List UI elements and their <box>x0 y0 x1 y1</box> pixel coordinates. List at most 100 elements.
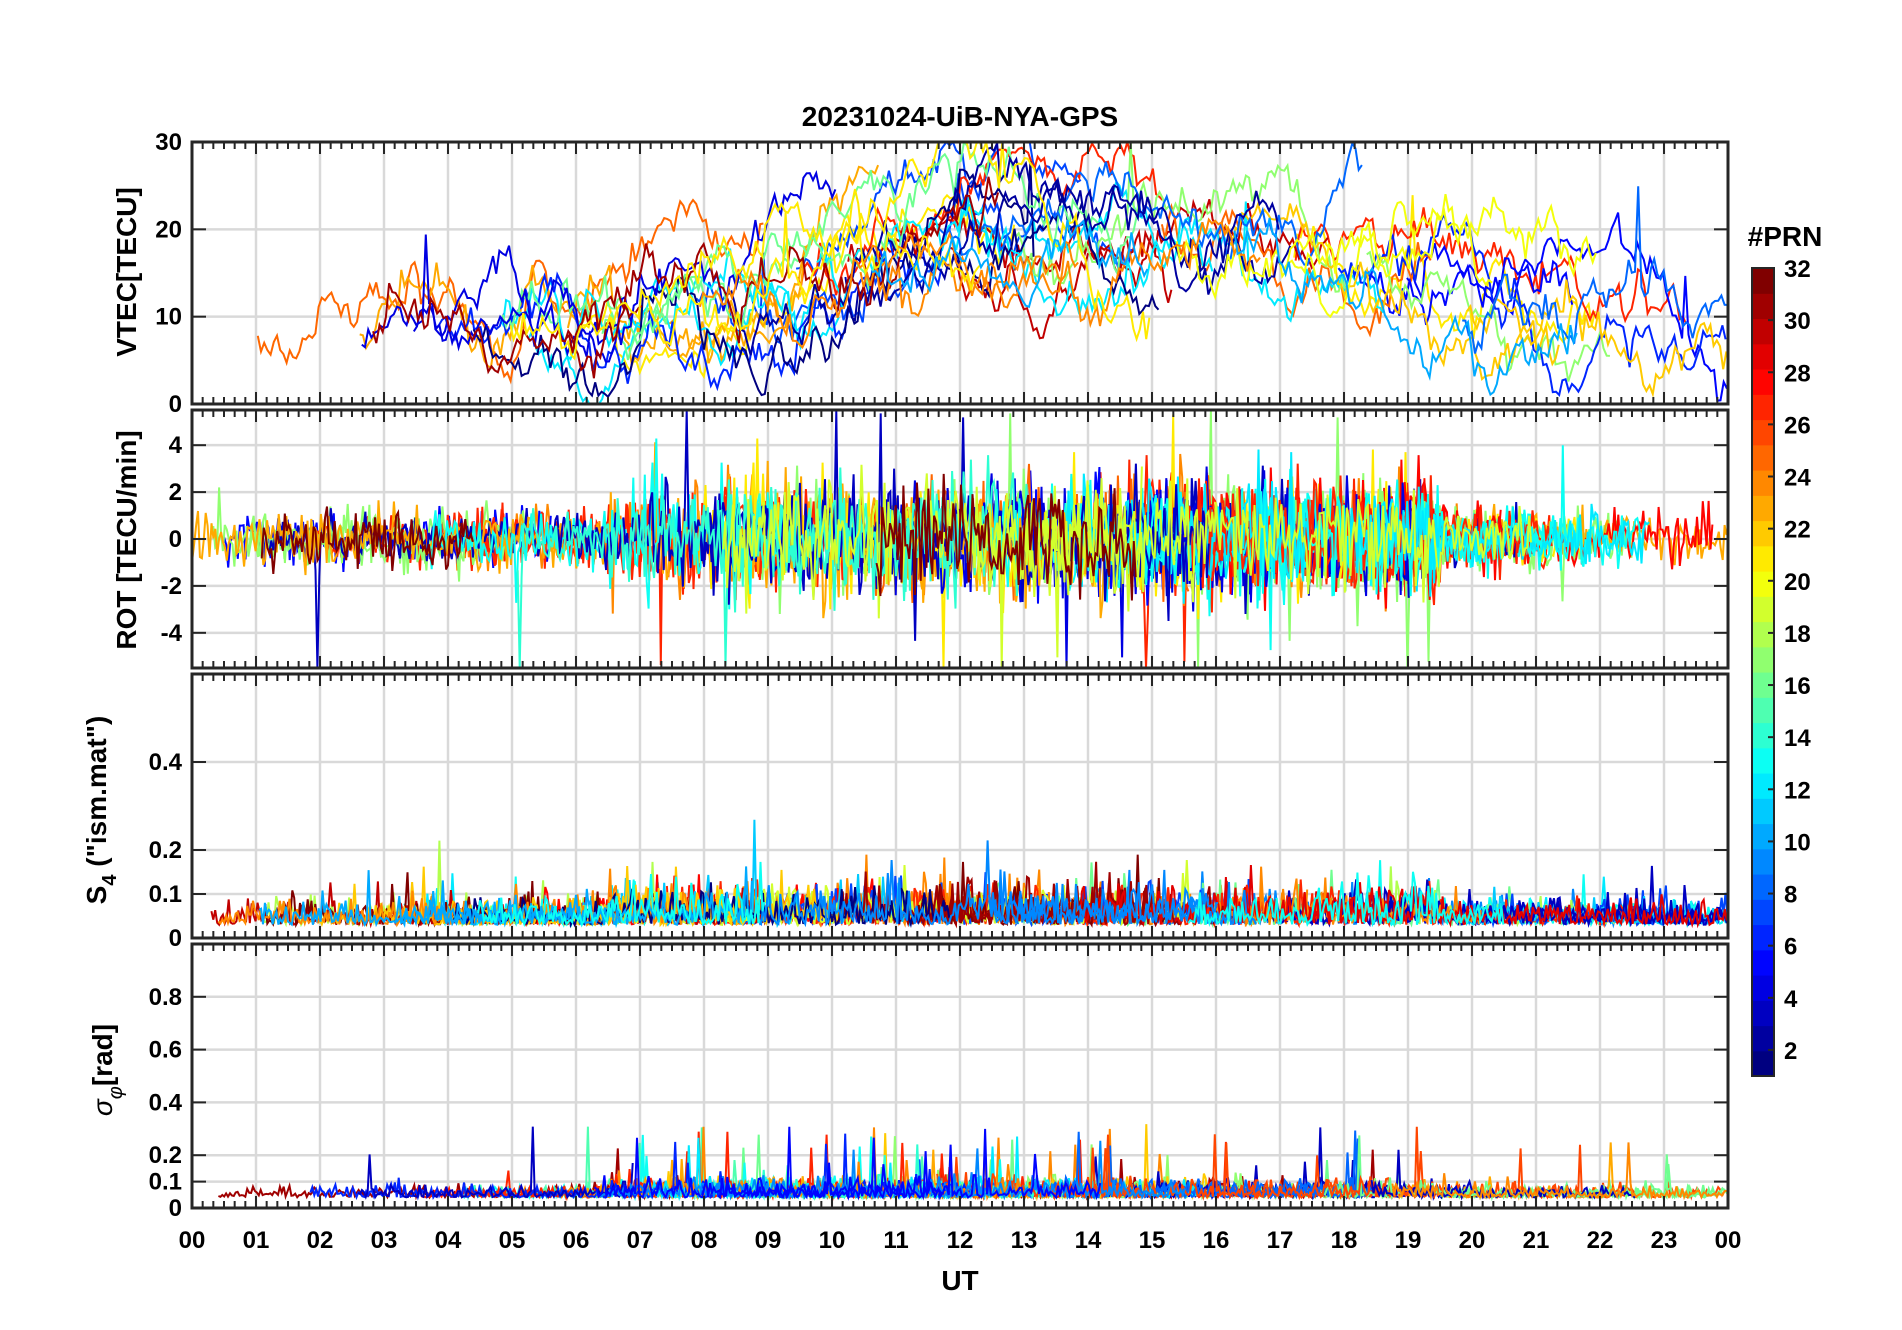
colorbar-tick-label: 10 <box>1784 829 1811 856</box>
colorbar-segment <box>1752 722 1774 749</box>
vtec-y-tick-label: 0 <box>169 391 182 418</box>
colorbar-tick-label: 24 <box>1784 465 1811 492</box>
vtec-panel: 0 10 20 30 <box>155 129 1730 418</box>
vtec-y-axis-label: VTEC[TECU] <box>111 187 142 357</box>
colorbar-segment <box>1752 571 1774 597</box>
colorbar-segment <box>1752 343 1774 370</box>
colorbar-tick-label: 18 <box>1784 621 1811 648</box>
sigma_phi-y-tick-label: 0.2 <box>149 1142 182 1169</box>
sigma_phi-prn-line <box>594 1137 944 1201</box>
colorbar-tick-label: 8 <box>1784 882 1797 909</box>
vtec-series-group <box>256 142 1728 404</box>
rot-prn-line <box>977 478 1532 603</box>
rot-panel: -4 -2 0 2 4 <box>161 408 1730 670</box>
colorbar-tick-label: 30 <box>1784 308 1811 335</box>
sigma_phi-y-tick-label: 0.4 <box>149 1089 183 1116</box>
s4-y-tick-label: 0 <box>169 925 182 952</box>
sigma-label-main: σ <box>87 1098 118 1116</box>
colorbar-segment <box>1752 646 1774 673</box>
sigma_phi-prn-line <box>357 1126 634 1200</box>
x-tick-label: 06 <box>563 1227 590 1254</box>
x-tick-label: 07 <box>627 1227 654 1254</box>
vtec-prn-line <box>699 217 1261 350</box>
colorbar-segment <box>1752 419 1774 446</box>
x-tick-labels: 00 01 02 03 04 05 06 07 08 09 10 11 12 13 14 15 16 17 18 19… <box>179 1227 1742 1254</box>
colorbar-tick-label: 4 <box>1784 986 1798 1013</box>
vtec-y-tick-label: 20 <box>155 216 182 243</box>
x-tick-label: 01 <box>243 1227 270 1254</box>
vtec-prn-line <box>795 142 1082 278</box>
rot-y-tick-label: -4 <box>161 620 183 647</box>
x-tick-label: 13 <box>1011 1227 1038 1254</box>
x-tick-label: 18 <box>1331 1227 1358 1254</box>
x-tick-label: 17 <box>1267 1227 1294 1254</box>
vtec-prn-line <box>1406 212 1728 402</box>
colorbar-segment <box>1752 318 1774 345</box>
vtec-prn-line <box>1462 186 1728 354</box>
rot-series-group <box>192 410 1728 668</box>
s4-series-group <box>210 819 1728 929</box>
vtec-prn-line <box>256 198 764 385</box>
colorbar-segment <box>1752 369 1774 395</box>
x-tick-label: 02 <box>307 1227 334 1254</box>
vtec-prn-line <box>1283 206 1493 287</box>
chart-title: 20231024-UiB-NYA-GPS <box>802 101 1118 132</box>
colorbar-segment <box>1752 621 1774 648</box>
colorbar-segment <box>1752 293 1774 320</box>
colorbar-tick-label: 14 <box>1784 725 1811 752</box>
x-tick-label: 08 <box>691 1227 718 1254</box>
x-tick-label: 14 <box>1075 1227 1102 1254</box>
colorbar-segment <box>1752 697 1774 724</box>
rot-y-tick-label: 0 <box>169 526 182 553</box>
colorbar-segment <box>1752 545 1774 572</box>
colorbar-segment <box>1752 899 1774 926</box>
sigma_phi-prn-line <box>689 1140 1186 1201</box>
sigma-phi-y-axis-label: σφ[rad] <box>87 1024 127 1116</box>
vtec-prn-line <box>1225 201 1560 381</box>
colorbar-segment <box>1752 520 1774 547</box>
x-tick-label: 21 <box>1523 1227 1550 1254</box>
colorbar-tick-label: 26 <box>1784 412 1811 439</box>
x-tick-label: 23 <box>1651 1227 1678 1254</box>
sigma-phi-panel: 00.10.2 0.4 0.6 0.8 <box>149 942 1730 1222</box>
s4-y-tick-label: 0.2 <box>149 837 182 864</box>
x-tick-label: 10 <box>819 1227 846 1254</box>
sigma_phi-y-tick-label: 0.6 <box>149 1037 182 1064</box>
sigma_phi-series-group <box>218 1124 1728 1202</box>
colorbar-label: #PRN <box>1748 221 1823 252</box>
colorbar-tick-label: 28 <box>1784 360 1811 387</box>
x-tick-label: 22 <box>1587 1227 1614 1254</box>
vtec-prn-line <box>871 219 1149 309</box>
colorbar-tick-label: 12 <box>1784 777 1811 804</box>
vtec-prn-line <box>565 176 1000 354</box>
s4-label-main: S <box>81 886 112 905</box>
vtec-prn-line <box>1175 194 1597 319</box>
vtec-y-tick-label: 30 <box>155 129 182 156</box>
vtec-prn-line <box>816 201 1385 323</box>
x-tick-label: 19 <box>1395 1227 1422 1254</box>
s4-prn-line <box>1187 871 1505 928</box>
colorbar-segment <box>1752 596 1774 623</box>
vtec-prn-line <box>1337 211 1727 398</box>
colorbar-tick-label: 2 <box>1784 1038 1797 1065</box>
colorbar-segment <box>1752 470 1774 496</box>
x-tick-label: 03 <box>371 1227 398 1254</box>
colorbar-segment <box>1752 1050 1774 1077</box>
s4-label-rest: ("ism.mat") <box>81 716 112 875</box>
s4-prn-line <box>988 869 1257 927</box>
colorbar-segment <box>1752 773 1774 799</box>
vtec-prn-line <box>1366 250 1610 382</box>
x-tick-label: 00 <box>1715 1227 1742 1254</box>
colorbar-segment <box>1752 747 1774 774</box>
colorbar-segment <box>1752 444 1774 471</box>
x-tick-label: 04 <box>435 1227 462 1254</box>
x-tick-label: 00 <box>179 1227 206 1254</box>
sigma_phi-prn-line <box>309 1141 679 1201</box>
colorbar-segment <box>1752 1000 1774 1027</box>
vtec-prn-line <box>1014 142 1347 293</box>
colorbar-tick-label: 22 <box>1784 517 1811 544</box>
s4-prn-line <box>477 861 766 928</box>
s4-panel: 0 0.1 0.2 0.4 <box>149 672 1730 952</box>
colorbar-segment <box>1752 798 1774 825</box>
